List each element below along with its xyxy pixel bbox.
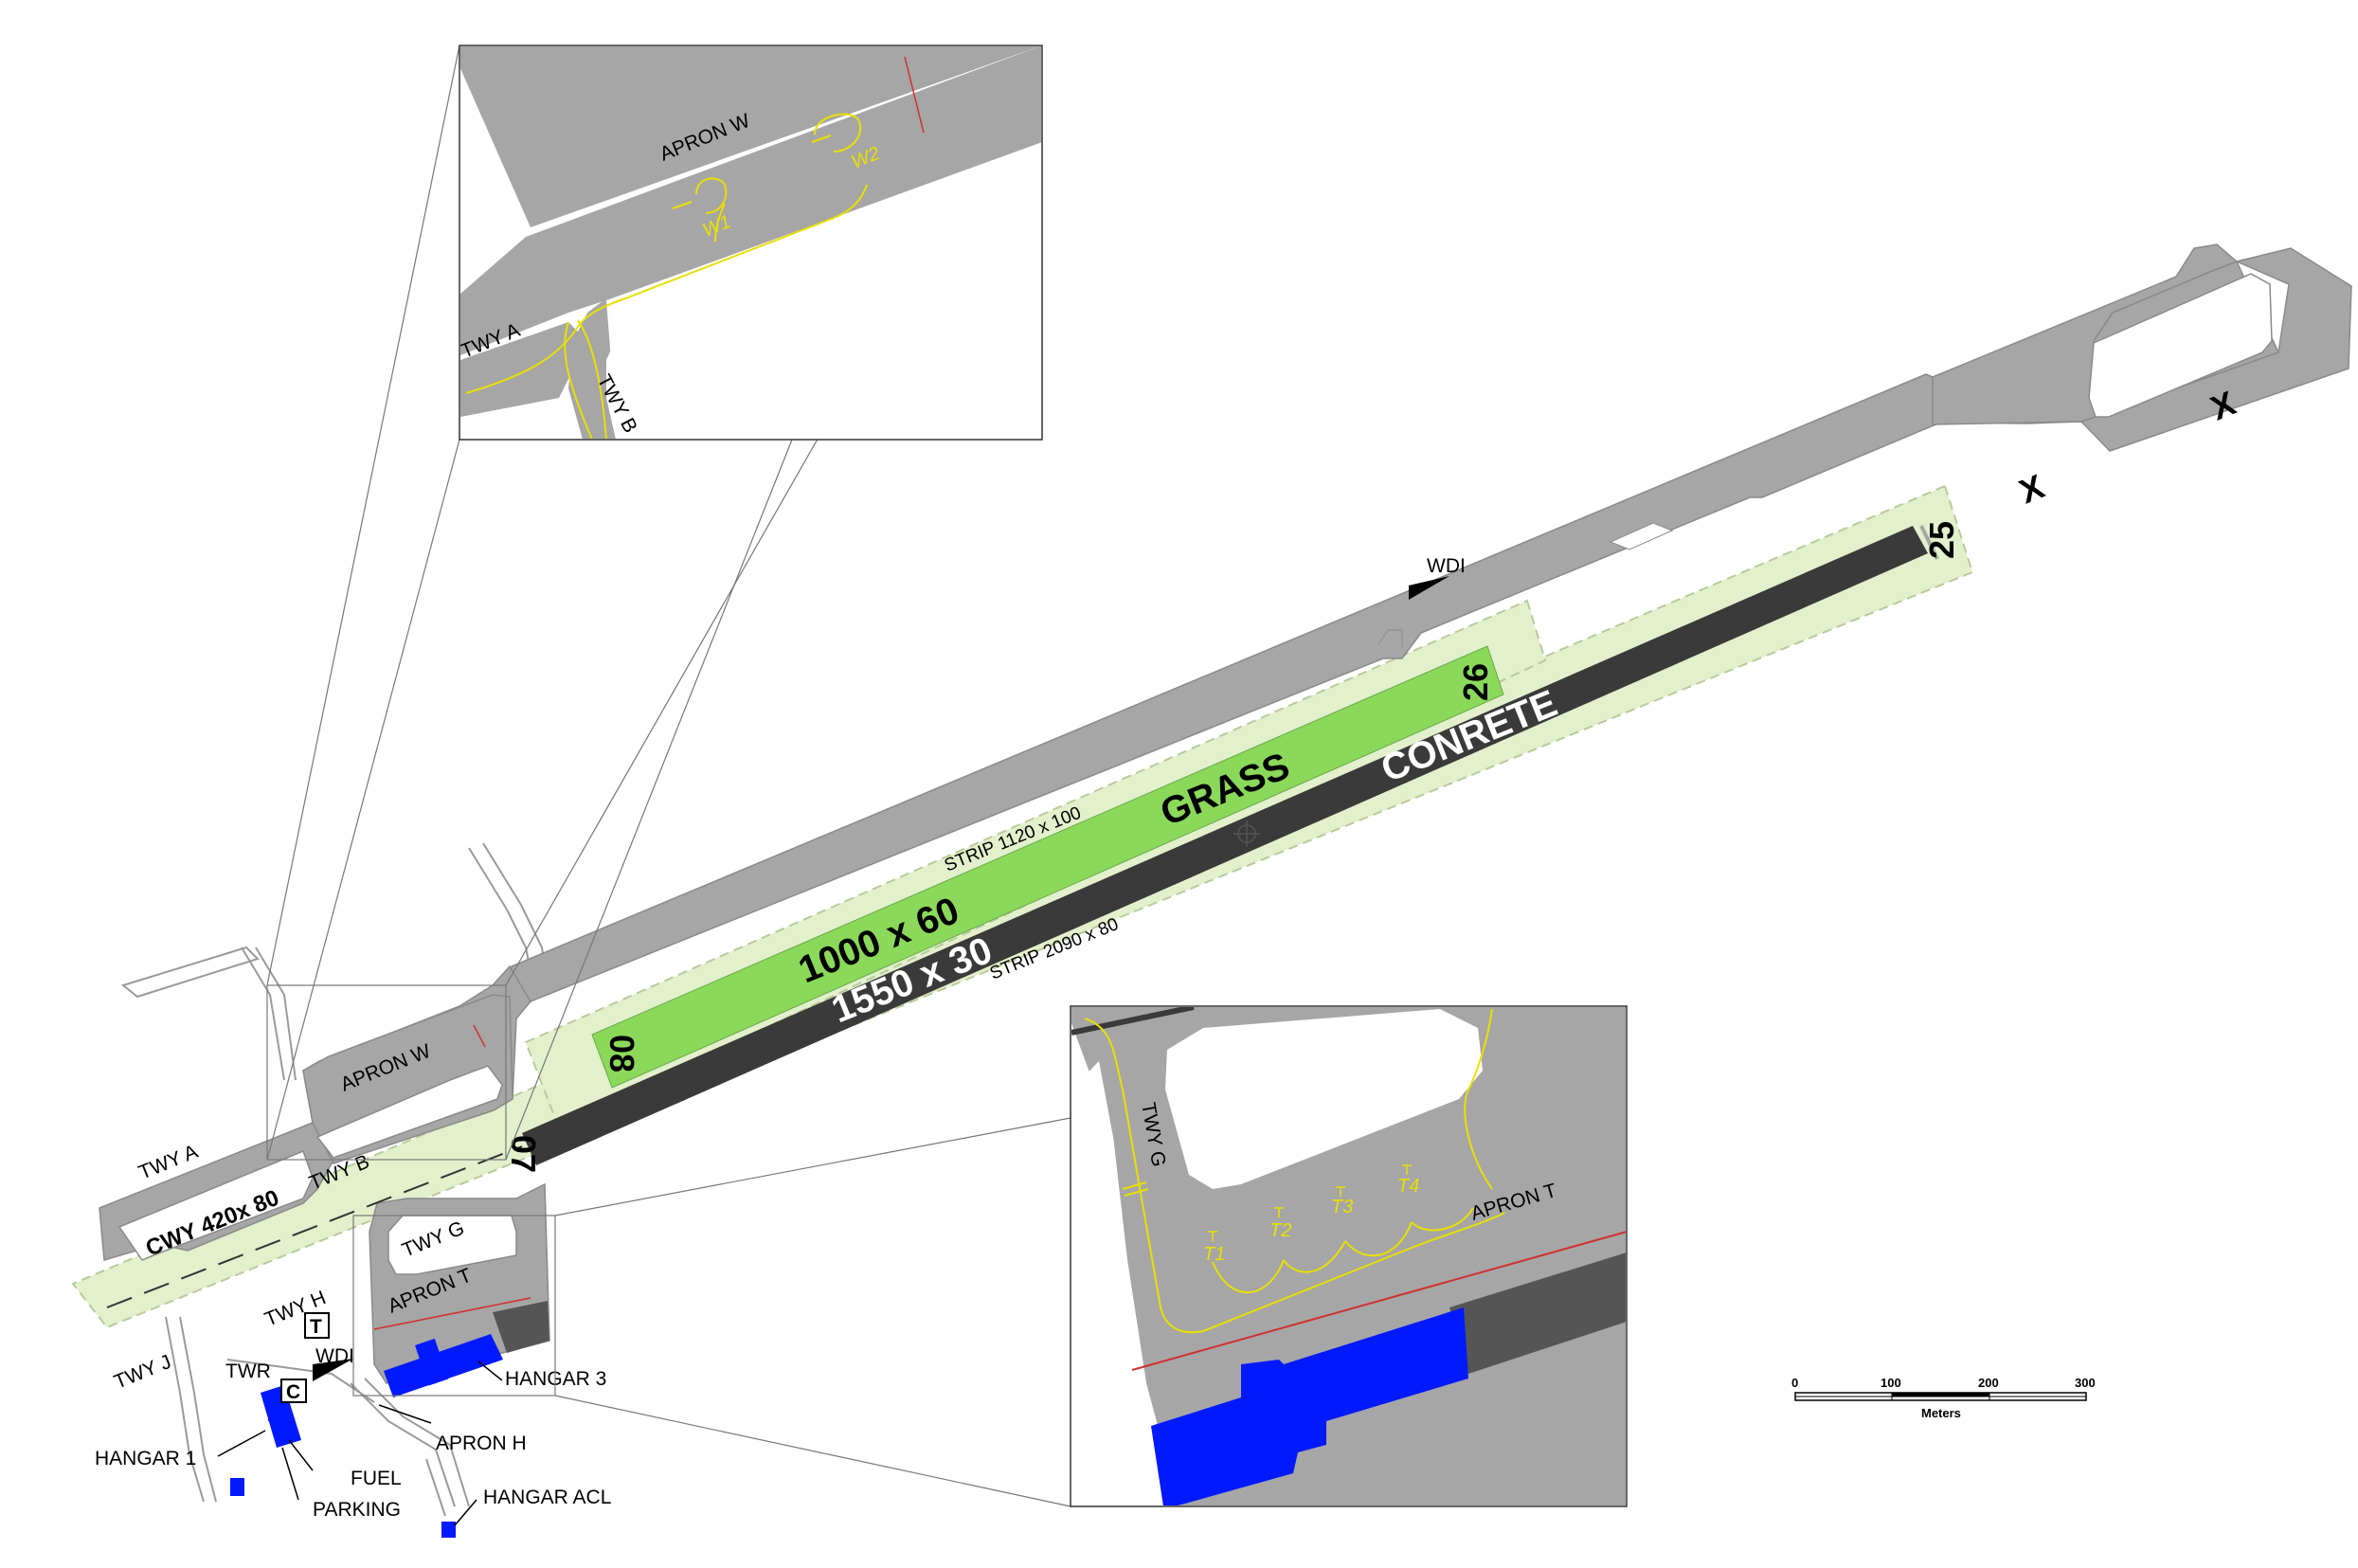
inset-w-infield-2 [606,142,1041,439]
grass-runway [591,645,1504,1089]
clearway-line [106,1145,523,1308]
hangar-3-annex [415,1338,449,1386]
inset-w-pavement [460,46,1041,439]
marker-c-box [280,1379,307,1403]
apron-h-label: APRON H [436,1433,527,1454]
hangar-1-label: HANGAR 1 [95,1448,196,1469]
inset-t-taxi-lines [1084,1008,1505,1334]
stand-t3: T3 [1331,1197,1353,1217]
main-map: X X WDI GRASS 1000 x 60 STRIP 1120 x 100… [71,243,2352,1538]
hangar-acl-label: HANGAR ACL [483,1487,611,1508]
scale-tick-0: 0 [1791,1376,1798,1390]
aerodrome-reference-point-icon [1233,820,1260,847]
inset-t-red-line [1131,1231,1626,1371]
scale-unit: Meters [1921,1406,1961,1420]
concrete-end-07: 07 [504,1135,543,1173]
small-building [230,1478,244,1496]
stand-t1: T1 [1203,1244,1225,1265]
wind-direction-indicator-icon [1409,576,1449,600]
scale-tick-300: 300 [2075,1376,2096,1390]
hangar-1-building [261,1385,301,1448]
wdi-label-2: WDI [315,1345,354,1367]
twr-building [268,1402,279,1421]
inset-w-taxi-lines [465,113,868,439]
inset-t-stand-marks [1208,1164,1412,1241]
inset-apron-w: W1 W2 APRON W TWY A TWY B [459,45,1043,441]
scale-tick-200: 200 [1978,1376,1999,1390]
grass-end-08: 08 [603,1035,641,1072]
wind-direction-indicator-icon-2 [313,1359,353,1381]
leader-lines [217,1361,503,1526]
inset-t-hangar-3 [1151,1307,1468,1505]
apron-t-red-line [373,1297,531,1330]
marker-t-box [304,1312,330,1339]
hangar-acl-building [441,1522,456,1538]
stand-t2: T2 [1269,1220,1291,1241]
threshold-25-bar [1919,525,1939,560]
inset-t-side-infield [1071,1061,1146,1431]
fuel-label: FUEL [351,1468,402,1489]
infields [117,273,2273,1275]
closed-marker-x-2: X [2014,466,2050,511]
grass-end-26: 26 [1456,663,1495,701]
twy-j-label: TWY J [111,1351,174,1394]
inset-w-red-line [904,56,925,134]
apron-w-red-line [473,1024,486,1048]
wdi-label: WDI [1427,555,1466,577]
concrete-runway [522,526,1928,1165]
marker-c: C [286,1381,300,1403]
inset-w-infield [460,142,526,261]
inset-w-apron [460,46,1041,355]
roads [120,842,550,1517]
taxiway-toothed-edge [1930,245,2178,350]
marker-t: T [310,1316,322,1338]
apron-t-dark-area [493,1301,549,1353]
taxiway-holding-bay [1377,629,1403,647]
parking-label: PARKING [313,1499,401,1521]
inset-w-twy-a [460,322,587,417]
stand-t4: T4 [1397,1176,1419,1197]
scale-bar: 0 100 200 300 Meters [1791,1376,2096,1420]
taxiway-edge-notch [1609,522,1674,550]
twr-label: TWR [225,1361,271,1382]
inset-t-runway-edge [1071,1007,1195,1036]
inset-apron-t: T1 T2 T3 T4 TWY G APRON T [1070,1005,1628,1507]
hangar-3-label: HANGAR 3 [505,1368,606,1390]
inset-t-infield [1165,1009,1483,1189]
scale-tick-100: 100 [1881,1376,1901,1390]
concrete-end-25: 25 [1922,521,1961,559]
inset-t-dark-area [1449,1253,1626,1374]
